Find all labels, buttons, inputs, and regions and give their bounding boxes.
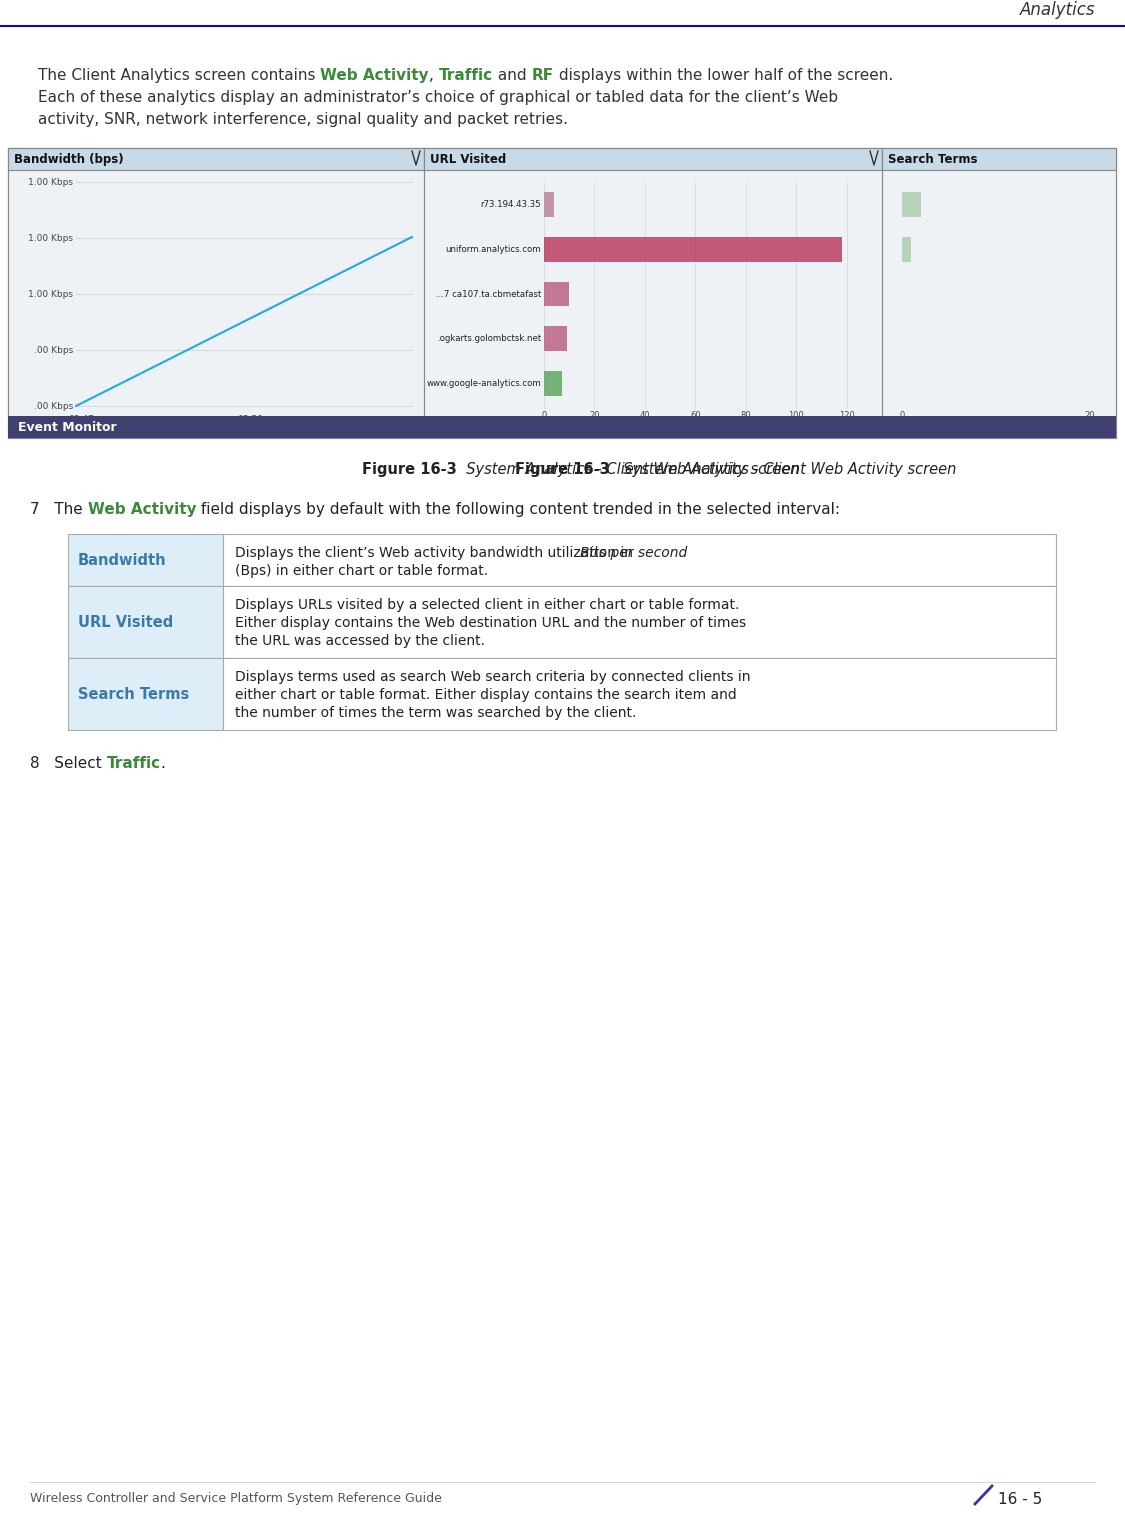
Text: either chart or table format. Either display contains the search item and: either chart or table format. Either dis…: [235, 689, 737, 702]
Bar: [68, 658, 223, 730]
Text: www.google-analytics.com: www.google-analytics.com: [426, 379, 541, 388]
Bar: [223, 658, 1056, 730]
Text: 80: 80: [740, 411, 752, 420]
Bar: [902, 193, 920, 217]
Text: 20: 20: [1084, 411, 1095, 420]
Bar: [68, 534, 223, 586]
Text: 16 - 5: 16 - 5: [998, 1493, 1042, 1506]
Text: displays within the lower half of the screen.: displays within the lower half of the sc…: [554, 68, 893, 83]
Text: (Bps) in either chart or table format.: (Bps) in either chart or table format.: [235, 564, 488, 578]
Text: 7   The: 7 The: [30, 502, 88, 517]
Bar: [544, 282, 569, 306]
Text: Bandwidth (bps): Bandwidth (bps): [14, 153, 124, 165]
Text: .ogkarts.golombctsk.net: .ogkarts.golombctsk.net: [436, 334, 541, 343]
Text: the URL was accessed by the client.: the URL was accessed by the client.: [235, 634, 485, 648]
Text: 60: 60: [690, 411, 701, 420]
Text: 1.00 Kbps: 1.00 Kbps: [28, 234, 73, 243]
Text: and: and: [493, 68, 531, 83]
Text: Search Terms: Search Terms: [78, 687, 189, 701]
Bar: [544, 326, 567, 350]
Text: r73.194.43.35: r73.194.43.35: [480, 200, 541, 209]
Text: Figure 16-3: Figure 16-3: [362, 463, 457, 476]
Text: URL Visited: URL Visited: [430, 153, 506, 165]
Bar: [544, 193, 555, 217]
Text: 08:50: 08:50: [237, 416, 263, 423]
Bar: [8, 149, 424, 170]
Bar: [223, 586, 1056, 658]
Text: 0: 0: [899, 411, 904, 420]
Text: 0: 0: [541, 411, 547, 420]
Bar: [424, 149, 882, 170]
Text: Either display contains the Web destination URL and the number of times: Either display contains the Web destinat…: [235, 616, 746, 630]
Text: activity, SNR, network interference, signal quality and packet retries.: activity, SNR, network interference, sig…: [38, 112, 568, 127]
Bar: [424, 149, 882, 438]
Text: RF: RF: [531, 68, 554, 83]
Text: Event Monitor: Event Monitor: [18, 420, 117, 434]
Text: field displays by default with the following content trended in the selected int: field displays by default with the follo…: [196, 502, 840, 517]
Text: 20: 20: [590, 411, 600, 420]
Text: 08:47: 08:47: [69, 416, 93, 423]
Text: Figure 16-3: Figure 16-3: [514, 463, 610, 476]
Text: 100: 100: [789, 411, 804, 420]
Text: ...7 ca107.ta.cbmetafast: ...7 ca107.ta.cbmetafast: [435, 290, 541, 299]
Text: Analytics: Analytics: [1019, 2, 1095, 20]
Text: Traffic: Traffic: [439, 68, 493, 83]
Bar: [544, 237, 842, 261]
Text: .00 Kbps: .00 Kbps: [34, 346, 73, 355]
Text: Displays terms used as search Web search criteria by connected clients in: Displays terms used as search Web search…: [235, 671, 750, 684]
Bar: [8, 149, 424, 438]
Bar: [68, 586, 223, 658]
Text: 1.00 Kbps: 1.00 Kbps: [28, 290, 73, 299]
Text: Web Activity: Web Activity: [88, 502, 196, 517]
Bar: [8, 416, 1116, 438]
Text: Wireless Controller and Service Platform System Reference Guide: Wireless Controller and Service Platform…: [30, 1493, 442, 1505]
Bar: [223, 534, 1056, 586]
Text: 8   Select: 8 Select: [30, 755, 107, 771]
Bar: [8, 149, 1116, 438]
Text: .: .: [161, 755, 165, 771]
Text: ,: ,: [429, 68, 439, 83]
Bar: [544, 372, 561, 396]
Text: The Client Analytics screen contains: The Client Analytics screen contains: [38, 68, 321, 83]
Text: 120: 120: [839, 411, 855, 420]
Text: Traffic: Traffic: [107, 755, 161, 771]
Text: Bits per second: Bits per second: [580, 546, 687, 560]
Text: uniform.analytics.com: uniform.analytics.com: [446, 244, 541, 253]
Text: Each of these analytics display an administrator’s choice of graphical or tabled: Each of these analytics display an admin…: [38, 90, 838, 105]
Text: System Analytics - Client Web Activity screen: System Analytics - Client Web Activity s…: [457, 463, 799, 476]
Text: Displays URLs visited by a selected client in either chart or table format.: Displays URLs visited by a selected clie…: [235, 598, 739, 611]
Text: 1.00 Kbps: 1.00 Kbps: [28, 177, 73, 187]
Text: the number of times the term was searched by the client.: the number of times the term was searche…: [235, 705, 637, 721]
Text: Web Activity: Web Activity: [321, 68, 429, 83]
Text: Bandwidth: Bandwidth: [78, 552, 166, 567]
Text: Search Terms: Search Terms: [888, 153, 978, 165]
Text: Displays the client’s Web activity bandwidth utilization in: Displays the client’s Web activity bandw…: [235, 546, 638, 560]
Bar: [882, 149, 1116, 438]
Bar: [902, 237, 911, 261]
Text: URL Visited: URL Visited: [78, 614, 173, 630]
Text: 40: 40: [640, 411, 650, 420]
Bar: [882, 149, 1116, 170]
Text: System Analytics - Client Web Activity screen: System Analytics - Client Web Activity s…: [614, 463, 956, 476]
Text: .00 Kbps: .00 Kbps: [34, 402, 73, 411]
